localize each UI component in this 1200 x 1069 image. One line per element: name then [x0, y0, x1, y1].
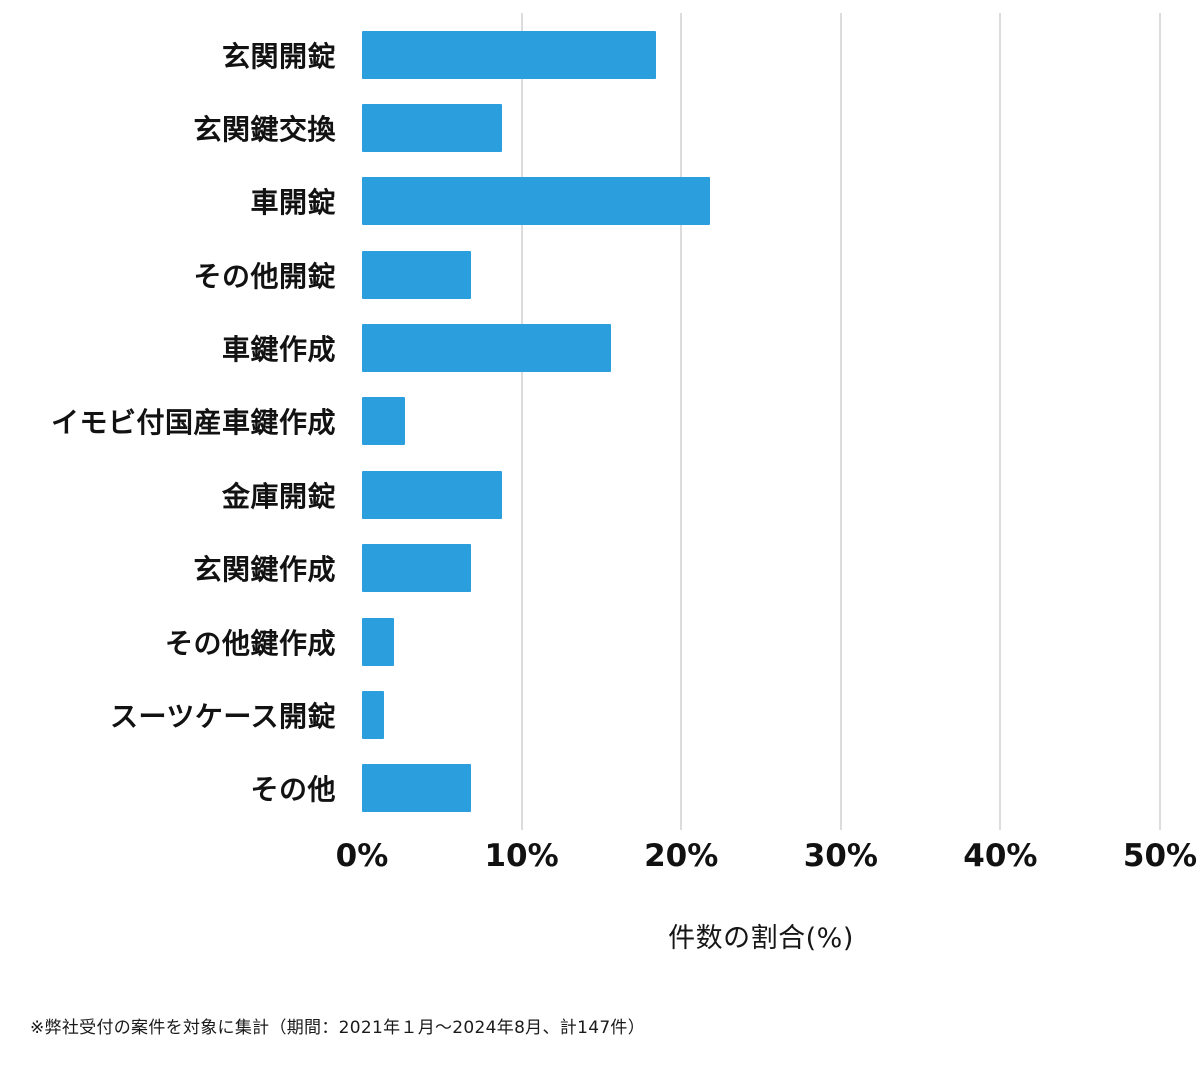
category-label: 車鍵作成 — [221, 333, 336, 367]
gridline-50 — [1159, 13, 1161, 830]
bar-row — [362, 385, 1160, 458]
category-label: スーツケース開錠 — [109, 699, 336, 733]
category-label: 玄関鍵作成 — [193, 553, 336, 587]
x-axis-title: 件数の割合(%) — [668, 923, 854, 954]
bar-row — [362, 532, 1160, 605]
bar — [362, 617, 394, 666]
gridline-40 — [999, 13, 1002, 830]
bar — [362, 690, 385, 739]
bar — [362, 104, 503, 153]
category-label: 車開錠 — [250, 186, 336, 220]
x-tick-label: 20% — [644, 838, 719, 874]
category-label: その他 — [250, 773, 336, 807]
footnote: ※弊社受付の案件を対象に集計（期間：2021年１月～2024年8月、計147件） — [30, 1018, 646, 1038]
bar — [362, 177, 710, 226]
gridline-30 — [839, 13, 842, 830]
plot-area — [362, 13, 1161, 830]
bar — [362, 250, 471, 299]
bar-row — [362, 311, 1160, 384]
x-tick-label: 50% — [1122, 838, 1198, 874]
x-tick-label: 30% — [803, 838, 878, 874]
x-axis-ticks: 0% 10% 20% 30% 40% 50% — [336, 838, 1197, 884]
bar-row — [362, 605, 1160, 678]
category-label: 金庫開錠 — [221, 479, 336, 513]
category-label: その他鍵作成 — [164, 626, 336, 660]
category-labels-column: 玄関開錠玄関鍵交換車開錠その他開錠車鍵作成イモビ付国産車鍵作成金庫開錠玄関鍵作成… — [0, 18, 350, 825]
bar-row — [362, 752, 1160, 825]
x-tick-label: 0% — [335, 838, 389, 874]
gridline-20 — [680, 13, 683, 830]
bar — [362, 324, 611, 373]
category-label: 玄関開錠 — [221, 39, 336, 73]
x-tick-label: 40% — [963, 838, 1038, 874]
category-label: イモビ付国産車鍵作成 — [50, 406, 336, 440]
x-tick-label: 10% — [484, 838, 559, 874]
gridline-10 — [520, 13, 523, 830]
bar — [362, 30, 656, 79]
category-label: その他開錠 — [193, 259, 336, 293]
category-label: 玄関鍵交換 — [193, 113, 336, 147]
bar-row — [362, 18, 1160, 91]
bar-row — [362, 165, 1160, 238]
bar-row — [362, 91, 1160, 164]
bar — [362, 397, 406, 446]
bar-row — [362, 458, 1160, 531]
bar-row — [362, 678, 1160, 751]
bar-row — [362, 238, 1160, 311]
bar — [362, 544, 471, 593]
bar — [362, 470, 503, 519]
bar — [362, 764, 471, 813]
